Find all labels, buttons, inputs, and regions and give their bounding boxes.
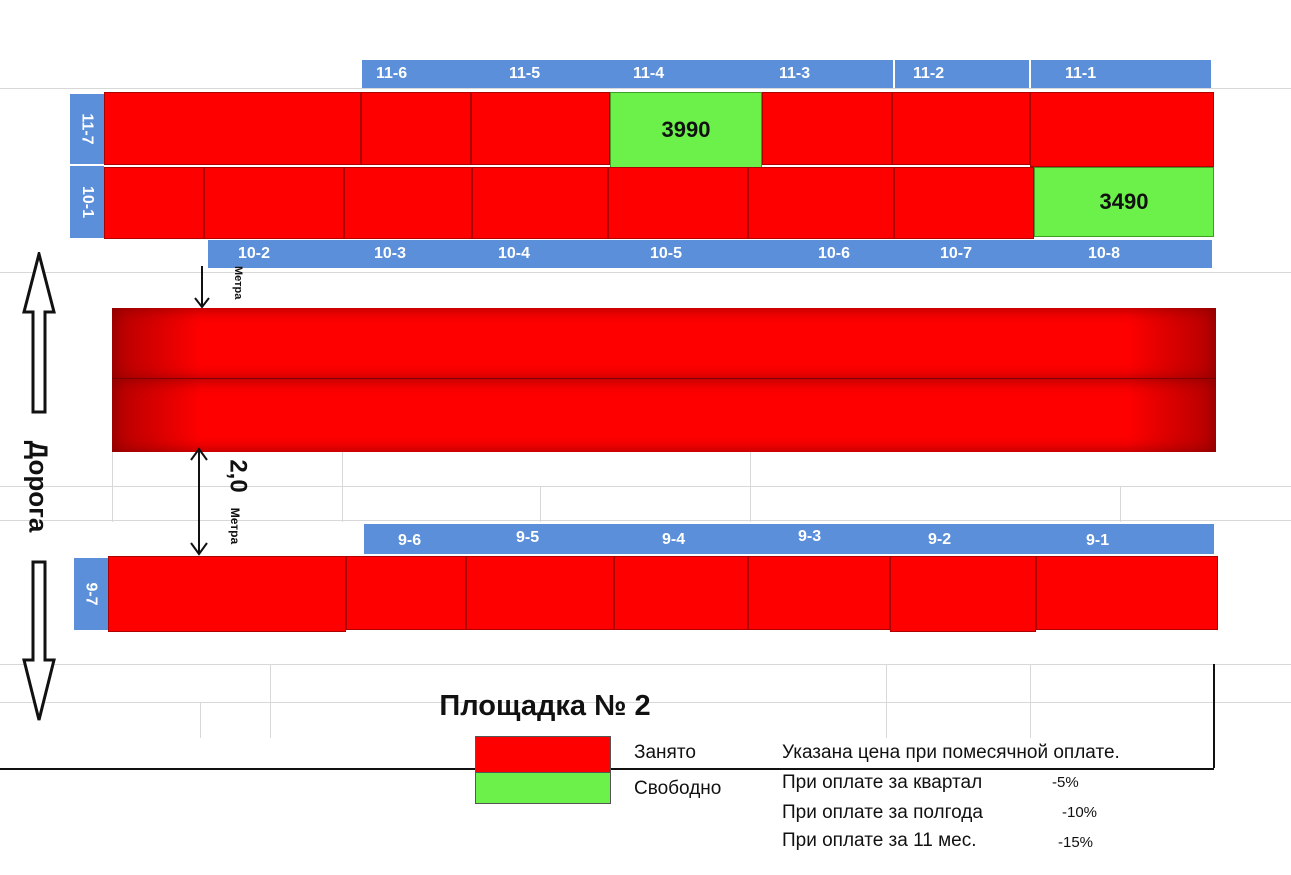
slot-label: 10-4 [468, 240, 604, 268]
slot-cell[interactable] [892, 92, 1030, 165]
slot-label: 9-3 [748, 524, 896, 554]
road-arrow-down-icon [22, 560, 56, 721]
slot-label: 9-5 [468, 524, 608, 554]
road-arrow-up-icon [22, 252, 56, 414]
row-11-side-label: 11-7 [70, 94, 104, 164]
legend-swatch-free [475, 772, 611, 804]
distance-unit: Метра [228, 507, 242, 545]
slot-cell[interactable] [748, 167, 894, 239]
slot-label: 10-6 [752, 240, 894, 268]
slot-cell[interactable] [346, 556, 466, 630]
road-label: Дорога [23, 440, 54, 532]
slot-label: 10-8 [1030, 240, 1212, 268]
small-distance-unit: Метра [232, 266, 244, 300]
row-9-side-label: 9-7 [74, 558, 108, 630]
small-distance-arrow-icon [194, 266, 210, 309]
pricing-note-text: При оплате за полгода [782, 802, 983, 823]
central-block-upper[interactable] [112, 308, 1216, 380]
slot-cell[interactable] [344, 167, 472, 239]
slot-cell[interactable] [108, 556, 346, 632]
central-block-lower[interactable] [112, 378, 1216, 452]
legend-label-occupied: Занято [634, 742, 696, 763]
pricing-note-discount: -10% [1062, 804, 1098, 821]
slot-label: 11-3 [747, 60, 893, 88]
slot-cell[interactable] [104, 92, 361, 165]
slot-cell-free[interactable]: 3990 [610, 92, 762, 168]
legend-label-free: Свободно [634, 778, 722, 799]
page-title: Площадка № 2 [439, 690, 651, 722]
slot-cell[interactable] [890, 556, 1036, 632]
slot-label: 9-2 [896, 524, 1032, 554]
slot-cell[interactable] [614, 556, 748, 630]
slot-label: 10-3 [354, 240, 468, 268]
slot-cell[interactable] [1030, 92, 1214, 167]
pricing-note-discount: -15% [1058, 834, 1094, 851]
slot-cell[interactable] [471, 92, 610, 165]
slot-label: 11-4 [607, 60, 747, 88]
slot-cell[interactable] [894, 167, 1034, 239]
pricing-note-text: При оплате за квартал [782, 772, 983, 793]
slot-cell[interactable] [466, 556, 614, 630]
distance-value: 2,0 [225, 459, 252, 493]
slot-cell[interactable] [361, 92, 471, 165]
row-10-side-label: 10-1 [70, 166, 104, 238]
distance-arrow-icon [190, 447, 208, 556]
slot-label: 11-2 [895, 60, 1029, 88]
slot-label: 10-2 [208, 240, 354, 268]
pricing-note-header: Указана цена при помесячной оплате. [782, 742, 1120, 763]
slot-label: 11-5 [467, 60, 607, 88]
slot-cell-free[interactable]: 3490 [1034, 167, 1214, 237]
slot-label: 10-7 [894, 240, 1030, 268]
slot-cell[interactable] [762, 92, 892, 165]
slot-label: 11-6 [362, 60, 467, 88]
slot-cell[interactable] [472, 167, 608, 239]
slot-cell[interactable] [204, 167, 344, 239]
slot-cell[interactable] [608, 167, 748, 239]
price-label: 3990 [661, 117, 711, 142]
slot-cell[interactable] [104, 167, 204, 239]
pricing-note-text: При оплате за 11 мес. [782, 830, 977, 851]
price-label: 3490 [1099, 189, 1149, 214]
slot-label: 9-6 [364, 524, 468, 554]
slot-label: 9-1 [1032, 524, 1214, 554]
legend-swatch-occupied [475, 736, 611, 774]
slot-cell[interactable] [1036, 556, 1218, 630]
pricing-note-discount: -5% [1052, 774, 1079, 791]
slot-cell[interactable] [748, 556, 890, 630]
slot-label: 11-1 [1031, 60, 1211, 88]
slot-label: 10-5 [604, 240, 752, 268]
slot-label: 9-4 [608, 524, 748, 554]
